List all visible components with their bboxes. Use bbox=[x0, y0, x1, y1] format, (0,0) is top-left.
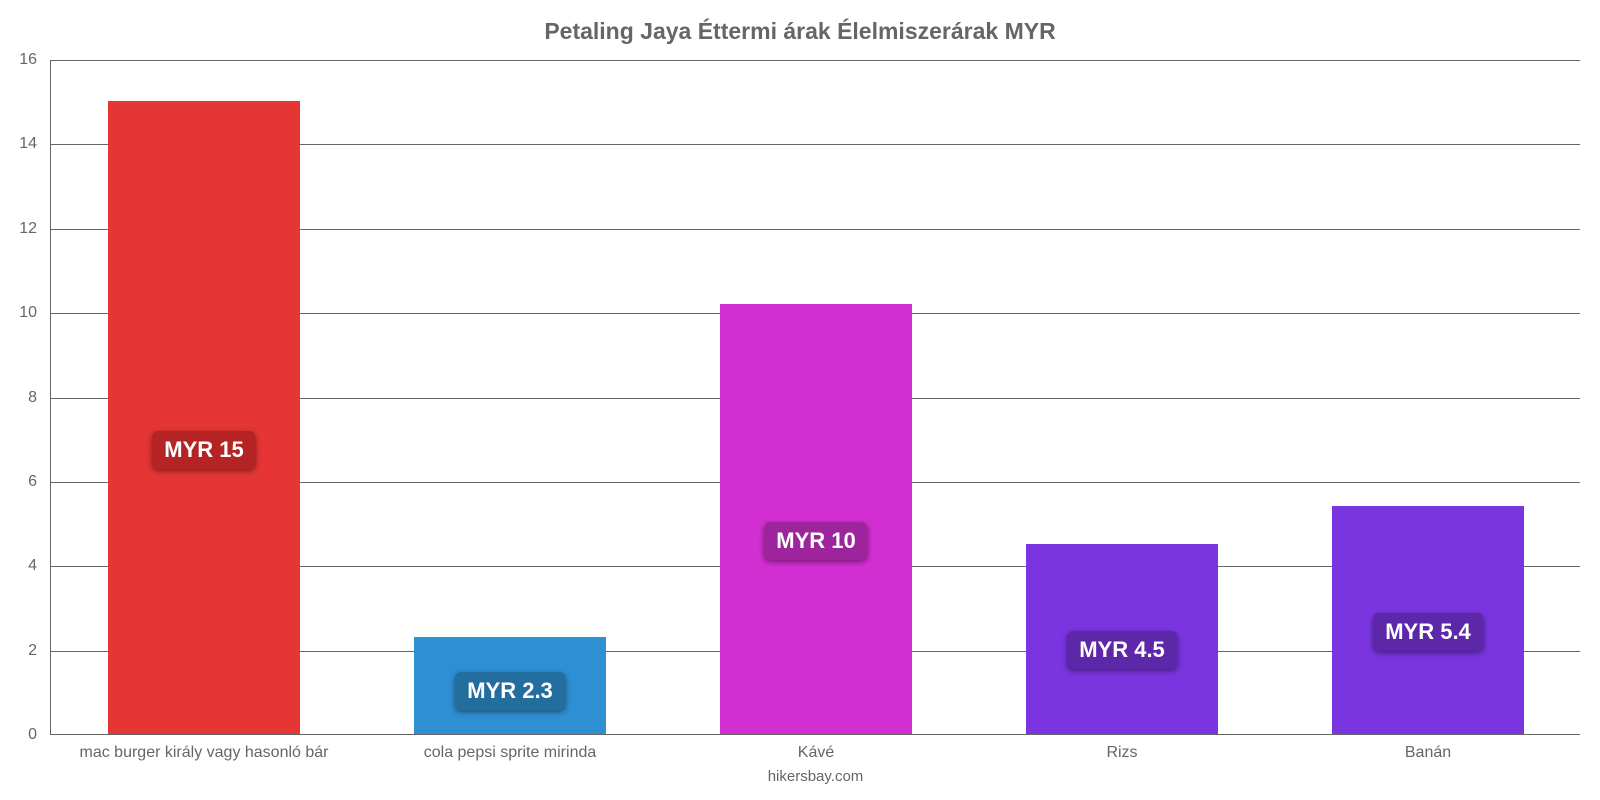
y-tick-label: 8 bbox=[0, 389, 37, 407]
bar-value-label: MYR 4.5 bbox=[1067, 631, 1177, 669]
footer-credit: hikersbay.com bbox=[51, 768, 1580, 785]
plot-area: hikersbay.com 0246810121416MYR 15mac bur… bbox=[50, 60, 1580, 735]
bar bbox=[720, 304, 913, 734]
x-tick-label: cola pepsi sprite mirinda bbox=[424, 744, 597, 762]
bar-value-label: MYR 5.4 bbox=[1373, 613, 1483, 651]
y-tick-label: 16 bbox=[0, 51, 37, 69]
x-tick-label: Banán bbox=[1405, 744, 1451, 762]
y-tick-label: 10 bbox=[0, 304, 37, 322]
y-tick-label: 14 bbox=[0, 135, 37, 153]
bar bbox=[108, 101, 301, 734]
y-tick-label: 12 bbox=[0, 220, 37, 238]
gridline bbox=[51, 60, 1580, 61]
x-tick-label: Rizs bbox=[1106, 744, 1137, 762]
bar-value-label: MYR 15 bbox=[152, 431, 255, 469]
x-tick-label: mac burger király vagy hasonló bár bbox=[79, 744, 328, 762]
bar-value-label: MYR 10 bbox=[764, 522, 867, 560]
y-tick-label: 2 bbox=[0, 642, 37, 660]
y-tick-label: 4 bbox=[0, 557, 37, 575]
chart-title: Petaling Jaya Éttermi árak Élelmiszerára… bbox=[0, 18, 1600, 45]
bar-value-label: MYR 2.3 bbox=[455, 672, 565, 710]
y-tick-label: 0 bbox=[0, 726, 37, 744]
x-tick-label: Kávé bbox=[798, 744, 834, 762]
y-tick-label: 6 bbox=[0, 473, 37, 491]
